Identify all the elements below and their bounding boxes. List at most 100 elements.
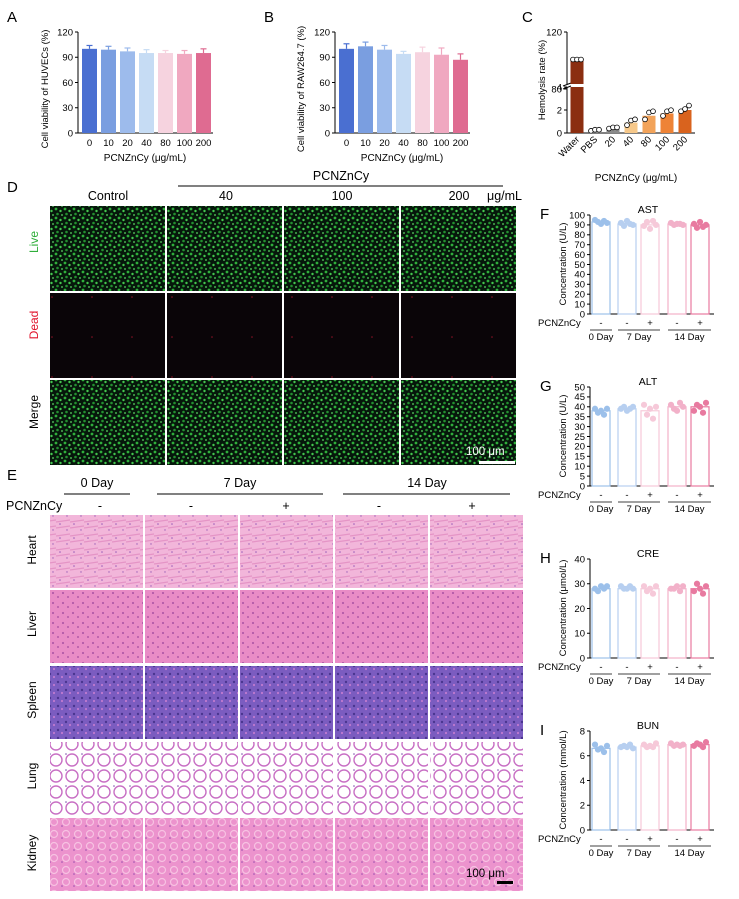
y-tick-label: 40 <box>574 270 585 281</box>
data-point <box>676 588 684 595</box>
treatment-sign: - <box>599 318 602 329</box>
data-point <box>696 403 704 410</box>
sign-e-2: + <box>282 499 289 513</box>
data-point <box>578 56 584 63</box>
histology-image <box>145 666 238 739</box>
bar <box>396 53 411 134</box>
y-tick-label: 0 <box>68 128 73 139</box>
treatment-sign: - <box>675 662 678 673</box>
x-tick-label: 200 <box>196 138 212 149</box>
pcnzncy-row-label: PCNZnCy <box>538 490 581 501</box>
histology-image <box>430 742 523 815</box>
data-point <box>603 583 611 590</box>
panel-label: H <box>540 550 551 567</box>
bar <box>640 224 660 315</box>
bar <box>640 410 660 487</box>
y-tick-label: 120 <box>57 27 73 38</box>
chart-i: I BUN Concentration (mmol/L) 0 2 4 6 8 - - + - + PCNZ… <box>538 720 714 859</box>
x-tick-label: 80 <box>417 138 428 149</box>
y-tick-label: 30 <box>319 103 330 114</box>
y-tick-label: 120 <box>546 27 562 38</box>
data-point <box>652 403 660 410</box>
histology-image <box>145 515 238 588</box>
sign-e-3: - <box>377 499 381 513</box>
bar <box>453 59 468 133</box>
fluorescence-image <box>167 380 282 465</box>
data-point <box>649 415 657 422</box>
x-tick-label: 10 <box>360 138 371 149</box>
histology-image <box>430 590 523 663</box>
group-label: 14 Day <box>674 676 704 687</box>
data-point <box>679 403 687 410</box>
bar <box>640 745 660 831</box>
data-point <box>591 405 599 412</box>
treatment-sign: + <box>647 662 653 673</box>
histology-image <box>145 742 238 815</box>
bar <box>591 747 611 831</box>
y-tick-label: 120 <box>314 27 330 38</box>
x-tick-label: 40 <box>621 134 636 149</box>
chart-title: AST <box>638 204 659 216</box>
data-point <box>603 405 611 412</box>
bar <box>617 223 637 315</box>
header-100: 100 <box>332 189 353 203</box>
y-tick-label: 30 <box>574 280 585 291</box>
histology-image <box>50 666 143 739</box>
bar <box>667 406 687 487</box>
group-label: 14 Day <box>674 848 704 859</box>
bar <box>196 53 211 133</box>
data-point <box>640 401 648 408</box>
x-tick-label: 100 <box>653 134 672 153</box>
treatment-sign: - <box>625 318 628 329</box>
histology-image <box>430 515 523 588</box>
x-tick-label: 0 <box>87 138 92 149</box>
treatment-sign: + <box>647 318 653 329</box>
x-tick-label: 100 <box>434 138 450 149</box>
xlabel-b: PCNZnCy (μg/mL) <box>361 153 443 164</box>
y-tick-label: 100 <box>569 210 585 221</box>
data-point <box>673 407 681 414</box>
row-label-kidney: Kidney <box>25 835 39 872</box>
bar <box>120 51 135 133</box>
histology-image <box>335 742 428 815</box>
histology-image <box>335 666 428 739</box>
y-tick-label: 2 <box>580 801 585 812</box>
y-tick-label: 60 <box>62 78 73 89</box>
x-tick-label: 200 <box>453 138 469 149</box>
bar <box>667 744 687 831</box>
ylabel-a: Cell viability of HUVECs (%) <box>40 30 51 149</box>
treatment-sign: - <box>625 834 628 845</box>
data-point <box>690 220 698 228</box>
data-point <box>596 126 602 133</box>
data-point <box>690 407 698 414</box>
header-unit: μg/mL <box>487 189 522 203</box>
y-tick-label: 50 <box>574 260 585 271</box>
y-tick-label: 20 <box>574 442 585 453</box>
treatment-sign: - <box>599 834 602 845</box>
row-label-heart: Heart <box>25 535 39 565</box>
x-tick-label: 80 <box>639 134 654 149</box>
group-label: 7 Day <box>627 676 652 687</box>
row-label-spleen: Spleen <box>25 681 39 718</box>
data-point <box>591 741 599 748</box>
bar <box>617 588 637 659</box>
y-tick-label: 40 <box>574 554 585 565</box>
data-point <box>699 590 707 597</box>
y-tick-label: 10 <box>574 629 585 640</box>
chart-g: G ALT Concentration (U/L) 05101520253035404… <box>538 376 714 515</box>
chart-title: CRE <box>637 548 659 560</box>
data-point <box>629 745 637 752</box>
fluorescence-image <box>401 380 516 465</box>
fluorescence-image <box>401 206 516 291</box>
pcnzncy-row-label: PCNZnCy <box>538 662 581 673</box>
y-tick-label: 40 <box>574 402 585 413</box>
y-tick-label: 5 <box>580 471 585 482</box>
bar <box>570 87 584 133</box>
panel-label: I <box>540 722 544 739</box>
group-label: 7 Day <box>627 848 652 859</box>
bar <box>158 53 173 133</box>
bar <box>640 588 660 659</box>
group-label: 0 Day <box>589 848 614 859</box>
treatment-sign: + <box>647 834 653 845</box>
